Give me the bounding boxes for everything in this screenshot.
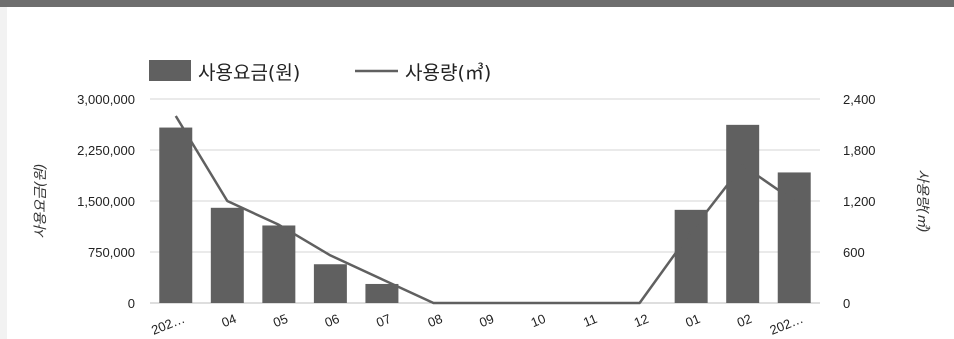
- y2-tick-label: 0: [843, 296, 850, 311]
- y-axis-left-ticks: 0 750,000 1,500,000 2,250,000 3,000,000: [77, 92, 135, 311]
- y-tick-label: 3,000,000: [77, 92, 135, 107]
- top-border: [0, 0, 954, 7]
- bar: [674, 209, 708, 303]
- y-tick-label: 1,500,000: [77, 194, 135, 209]
- y-axis-left-title: 사용요금(원): [33, 163, 49, 238]
- legend-bar-label: 사용요금(원): [198, 62, 300, 84]
- bar: [313, 264, 347, 303]
- y-tick-label: 2,250,000: [77, 143, 135, 158]
- line-series: [174, 115, 795, 305]
- x-tick-label: 07: [374, 311, 393, 330]
- x-tick-label: 12: [632, 311, 651, 330]
- x-tick-label: 02: [735, 311, 754, 330]
- x-tick-label: 08: [426, 311, 445, 330]
- bar: [365, 283, 399, 303]
- x-tick-label: 202…: [768, 311, 806, 338]
- y-tick-label: 0: [128, 296, 135, 311]
- x-tick-label: 11: [581, 311, 599, 330]
- legend: 사용요금(원) 사용량(㎥): [149, 60, 491, 84]
- bar-series: [159, 124, 811, 303]
- x-tick-label: 01: [683, 311, 702, 330]
- x-tick-label: 10: [529, 311, 548, 330]
- x-tick-label: 09: [477, 311, 496, 330]
- x-tick-label: 04: [219, 311, 238, 330]
- x-tick-label: 05: [271, 311, 290, 330]
- legend-line-label: 사용량(㎥): [405, 62, 491, 84]
- grid-lines: [150, 98, 820, 304]
- bar: [262, 225, 296, 303]
- x-tick-label: 06: [322, 311, 341, 330]
- y2-tick-label: 2,400: [843, 92, 876, 107]
- y-axis-right-title: 사용량(㎥): [914, 169, 931, 233]
- y-tick-label: 750,000: [88, 245, 135, 260]
- y2-tick-label: 1,200: [843, 194, 876, 209]
- x-tick-label: 202…: [149, 311, 187, 338]
- legend-bar-swatch: [149, 60, 191, 81]
- y2-tick-label: 1,800: [843, 143, 876, 158]
- bar: [210, 207, 244, 303]
- usage-line: [174, 115, 795, 305]
- x-axis-ticks: 202… 04 05 06 07 08 09 10 11 12 01 02 202…: [149, 311, 805, 338]
- y-axis-right-ticks: 0 600 1,200 1,800 2,400: [843, 92, 876, 311]
- y2-tick-label: 600: [843, 245, 865, 260]
- bar: [726, 124, 760, 303]
- bar: [159, 127, 193, 303]
